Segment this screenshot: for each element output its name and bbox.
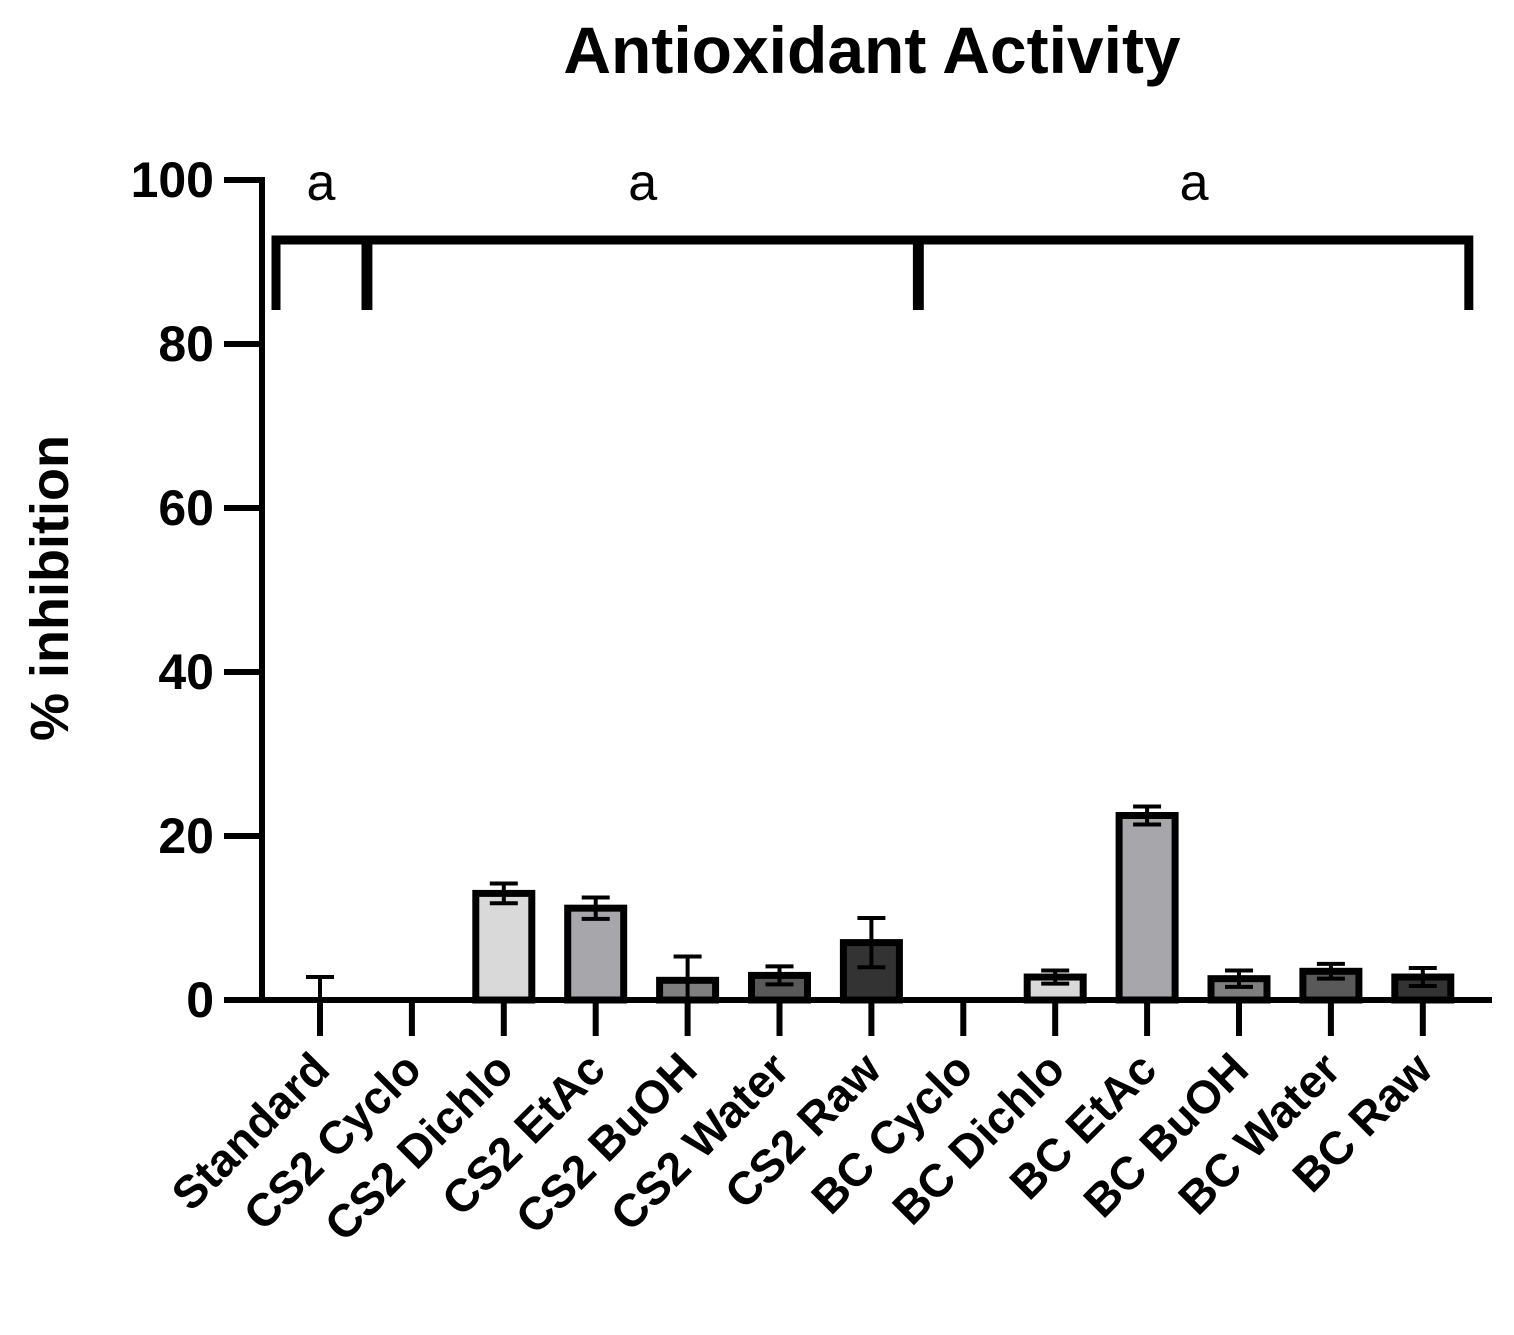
significance-bracket: a	[271, 154, 371, 310]
y-axis-label: % inhibition	[20, 435, 80, 741]
y-tick-label: 80	[158, 316, 214, 372]
error-bar	[306, 975, 334, 1000]
error-bar	[673, 954, 702, 1000]
y-tick-label: 100	[131, 152, 214, 208]
error-bar	[1041, 968, 1070, 986]
bar	[1115, 812, 1179, 1004]
bar	[564, 904, 628, 1004]
error-bar	[765, 964, 794, 987]
error-bar	[1316, 961, 1345, 981]
significance-label: a	[628, 154, 657, 212]
y-tick-label: 60	[158, 480, 214, 536]
chart-title: Antioxidant Activity	[563, 13, 1181, 87]
bars	[306, 804, 1455, 1004]
error-bar	[581, 895, 610, 921]
significance-bracket: a	[363, 154, 922, 310]
error-bar	[1225, 968, 1253, 989]
y-tick-label: 0	[186, 972, 214, 1028]
significance-label: a	[307, 154, 336, 212]
significance-bracket: a	[914, 154, 1474, 310]
bar	[472, 889, 536, 1004]
error-bar	[1408, 966, 1437, 989]
significance-label: a	[1180, 154, 1209, 212]
y-tick-label: 20	[158, 808, 214, 864]
error-bar	[489, 881, 518, 906]
y-tick-label: 40	[158, 644, 214, 700]
y-axis: 0 20 40 60 80 100	[131, 152, 265, 1028]
error-bar	[857, 916, 886, 970]
error-bar	[1133, 804, 1162, 827]
